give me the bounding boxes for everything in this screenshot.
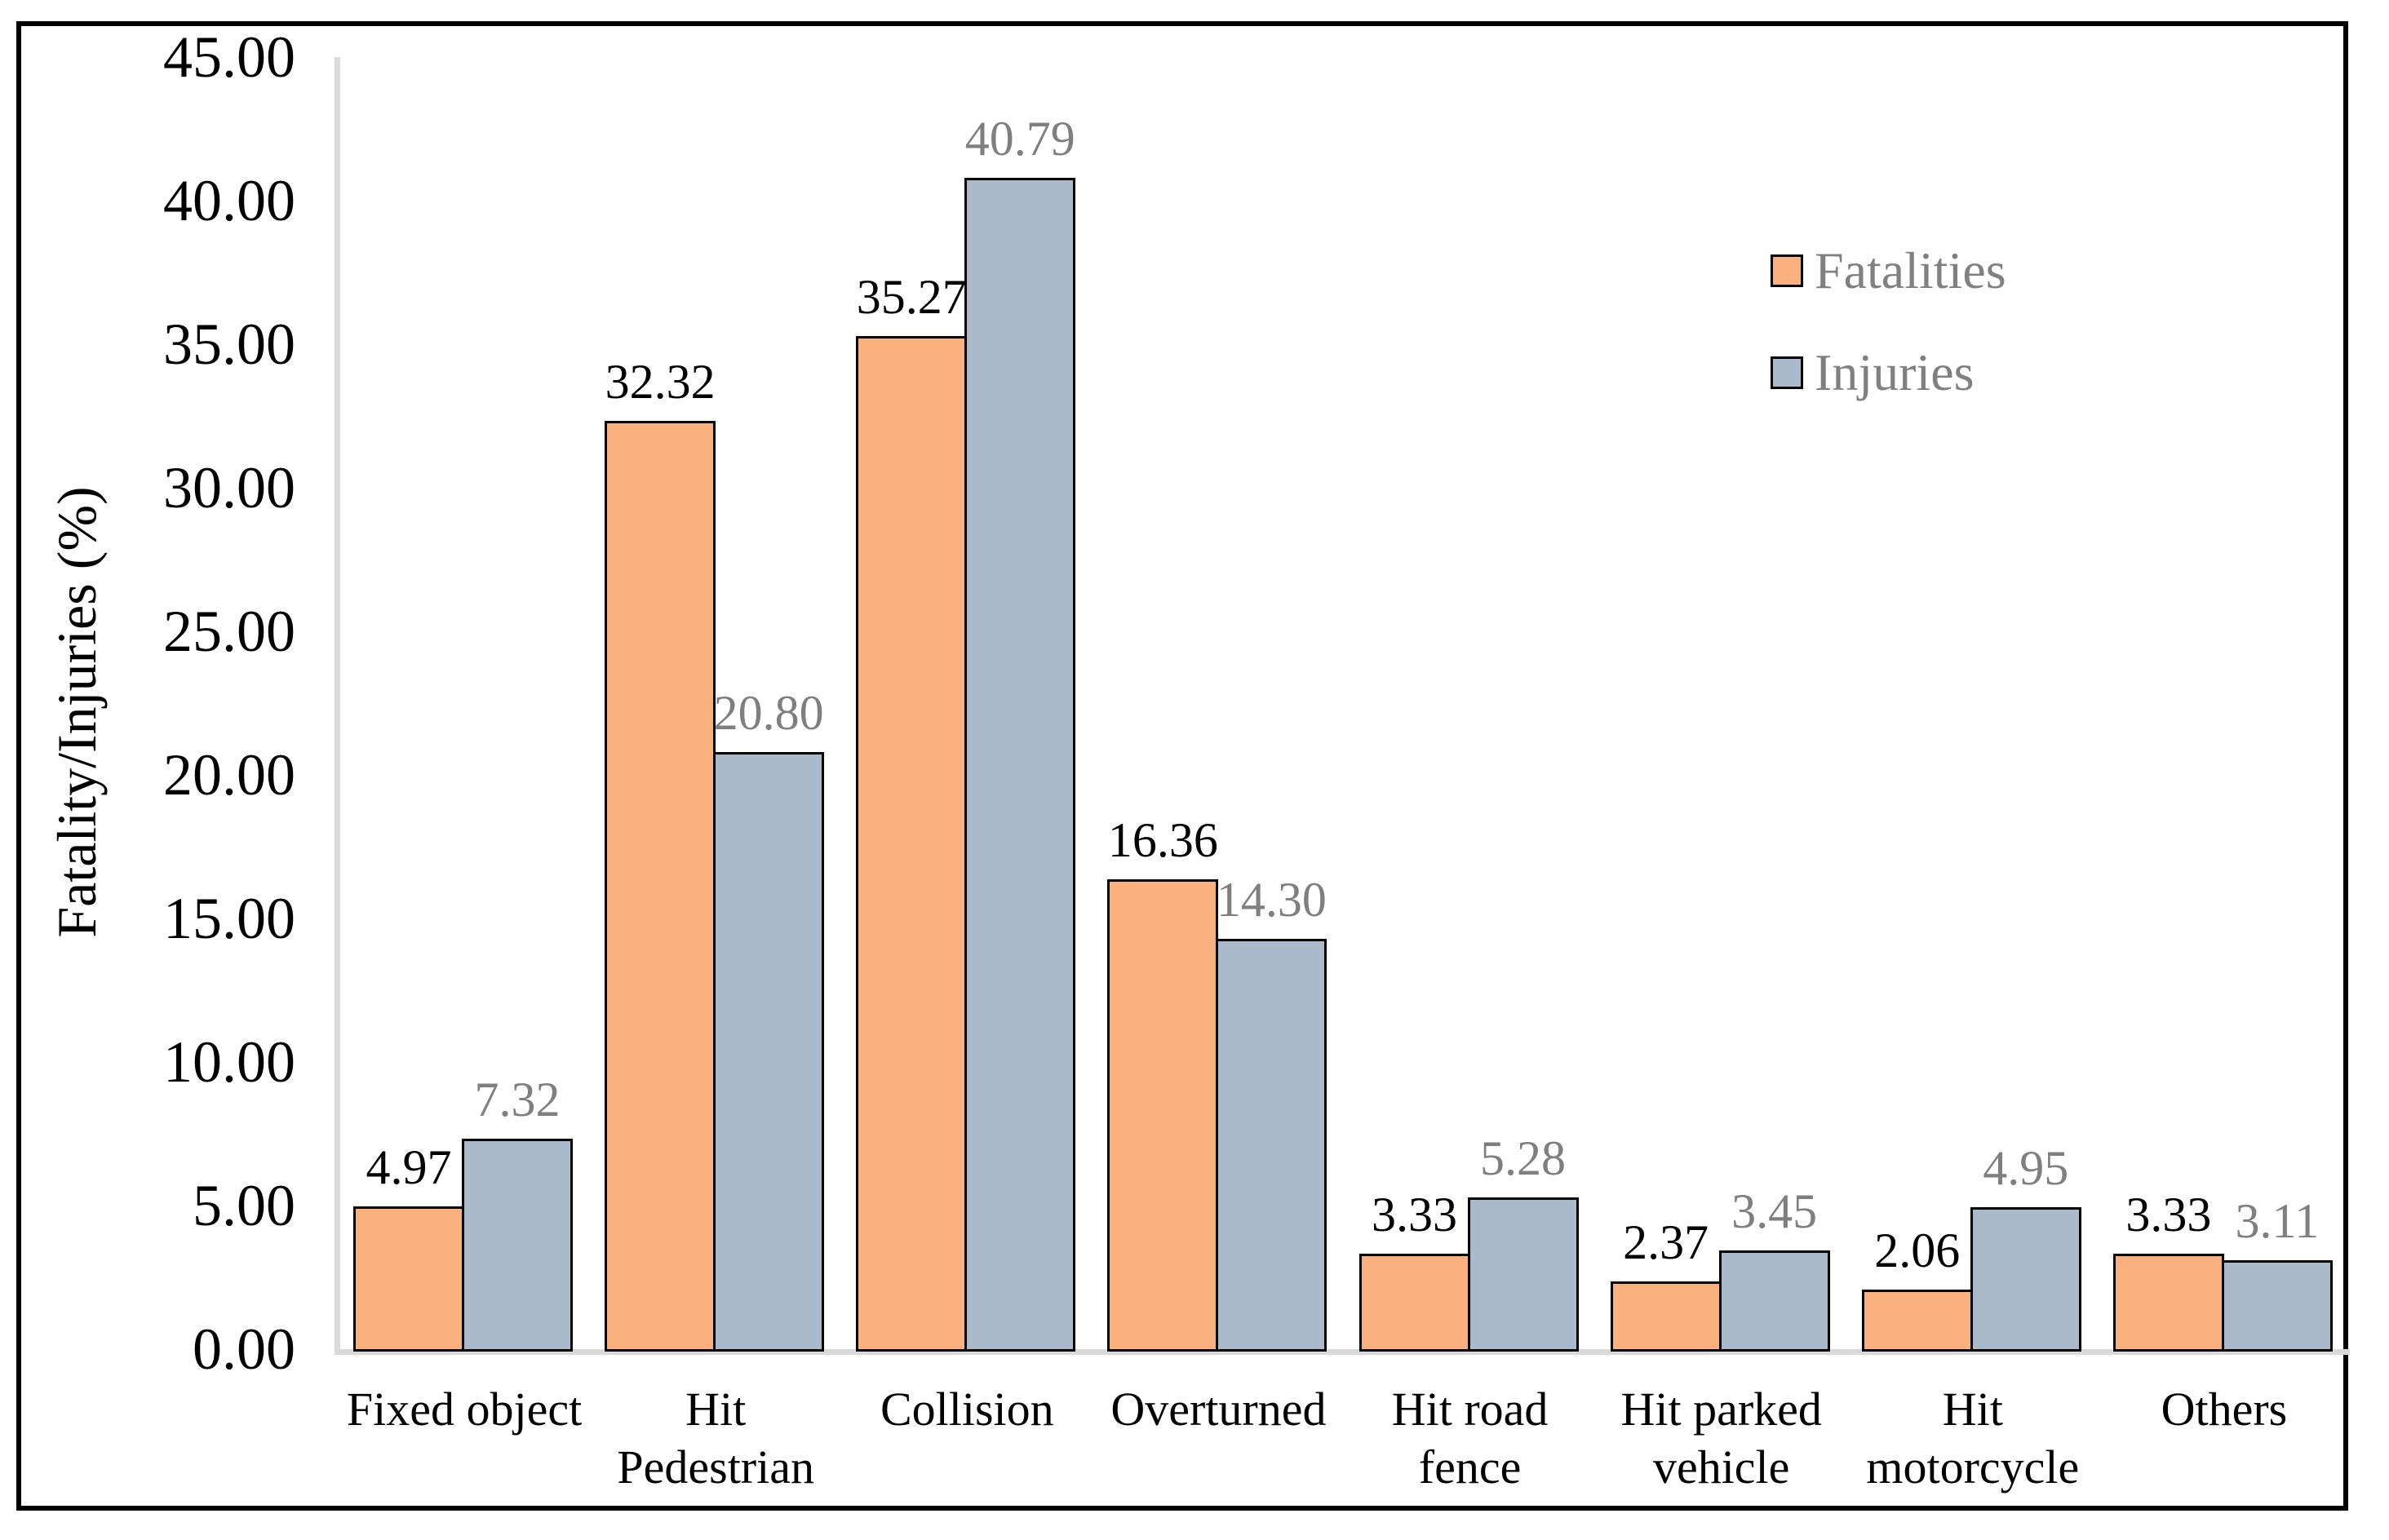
y-axis-tick-label: 30.00 [163,455,295,520]
bar-fatalities-overturned [1107,879,1219,1352]
category-label-line: vehicle [1652,1440,1790,1494]
category-label-line: Hit road [1391,1383,1549,1436]
bar-injuries-overturned [1216,938,1327,1352]
bar-fatalities-fixed-object [353,1206,464,1352]
bar-injuries-hit-parked-vehicle [1718,1250,1830,1352]
value-label-fatalities-fixed-object: 4.97 [366,1140,452,1195]
bar-fatalities-hit-pedestrian [605,421,716,1352]
category-label-line: Overturned [1110,1383,1327,1436]
category-label-line: Pedestrian [617,1440,814,1494]
x-axis-category-label-collision: Collision [841,1380,1093,1438]
y-axis-title: Fatality/Injuries (%) [46,486,108,938]
category-label-line: fence [1418,1440,1522,1494]
value-label-fatalities-collision: 35.27 [856,270,967,325]
value-label-injuries-overturned: 14.30 [1216,872,1327,927]
y-axis-tick-label: 5.00 [193,1173,295,1238]
category-label-line: Others [2161,1383,2288,1436]
bar-injuries-hit-motorcycle [1970,1206,2081,1352]
value-label-injuries-collision: 40.79 [964,112,1075,166]
x-axis-category-label-hit-motorcycle: Hit motorcycle [1847,1380,2099,1496]
bar-fatalities-collision [856,336,968,1352]
x-axis-category-label-hit-parked-vehicle: Hit parked vehicle [1596,1380,1847,1496]
bar-injuries-hit-road-fence [1467,1197,1579,1352]
x-axis-category-label-overturned: Overturned [1093,1380,1344,1438]
bar-fatalities-others [2112,1253,2224,1352]
value-label-injuries-hit-road-fence: 5.28 [1480,1131,1566,1186]
value-label-fatalities-hit-parked-vehicle: 2.37 [1623,1215,1709,1269]
value-label-injuries-others: 3.11 [2235,1193,2320,1248]
x-axis-line [335,1349,2350,1355]
category-label-line: Hit parked [1620,1383,1822,1436]
category-label-line: Fixed object [346,1383,583,1436]
category-label-line: motorcycle [1866,1440,2080,1494]
bar-fatalities-hit-road-fence [1358,1253,1470,1352]
value-label-injuries-hit-parked-vehicle: 3.45 [1731,1184,1818,1238]
legend-item-injuries: Injuries [1771,347,2006,399]
x-axis-category-label-hit-pedestrian: Hit Pedestrian [590,1380,841,1496]
value-label-fatalities-hit-road-fence: 3.33 [1372,1187,1457,1241]
bar-fatalities-hit-motorcycle [1861,1290,1973,1352]
bar-fatalities-hit-parked-vehicle [1610,1281,1722,1352]
x-axis-category-label-others: Others [2099,1380,2350,1438]
y-axis-tick-label: 15.00 [163,886,295,951]
legend-item-fatalities: Fatalities [1771,245,2006,297]
bar-injuries-others [2221,1259,2333,1352]
y-axis-tick-label: 10.00 [163,1029,295,1095]
value-label-fatalities-hit-pedestrian: 32.32 [605,355,716,409]
y-axis-tick-label: 40.00 [163,168,295,233]
y-axis-tick-label: 35.00 [163,312,295,377]
value-label-fatalities-others: 3.33 [2125,1187,2212,1241]
bar-injuries-collision [964,178,1076,1352]
value-label-fatalities-hit-motorcycle: 2.06 [1874,1224,1961,1278]
legend: Fatalities Injuries [1771,245,2006,449]
category-label-line: Hit [685,1383,747,1436]
legend-label-injuries: Injuries [1815,343,1975,401]
legend-swatch-fatalities [1771,254,1803,287]
x-axis-category-label-hit-road-fence: Hit road fence [1345,1380,1596,1496]
value-label-fatalities-overturned: 16.36 [1107,813,1218,868]
legend-swatch-injuries [1771,356,1803,389]
value-label-injuries-fixed-object: 7.32 [474,1073,561,1127]
y-axis-line [335,57,340,1355]
x-axis-category-label-fixed-object: Fixed object [339,1380,590,1438]
y-axis-tick-label: 0.00 [193,1317,295,1382]
y-axis-tick-label: 20.00 [163,742,295,808]
category-label-line: Hit [1942,1383,2003,1436]
y-axis-tick-label: 45.00 [163,24,295,90]
y-axis-tick-label: 25.00 [163,599,295,664]
bar-injuries-hit-pedestrian [713,751,825,1352]
bar-injuries-fixed-object [462,1139,573,1352]
category-label-line: Collision [880,1383,1054,1436]
value-label-injuries-hit-motorcycle: 4.95 [1983,1140,2069,1195]
value-label-injuries-hit-pedestrian: 20.80 [713,685,824,740]
legend-label-fatalities: Fatalities [1815,241,2006,299]
